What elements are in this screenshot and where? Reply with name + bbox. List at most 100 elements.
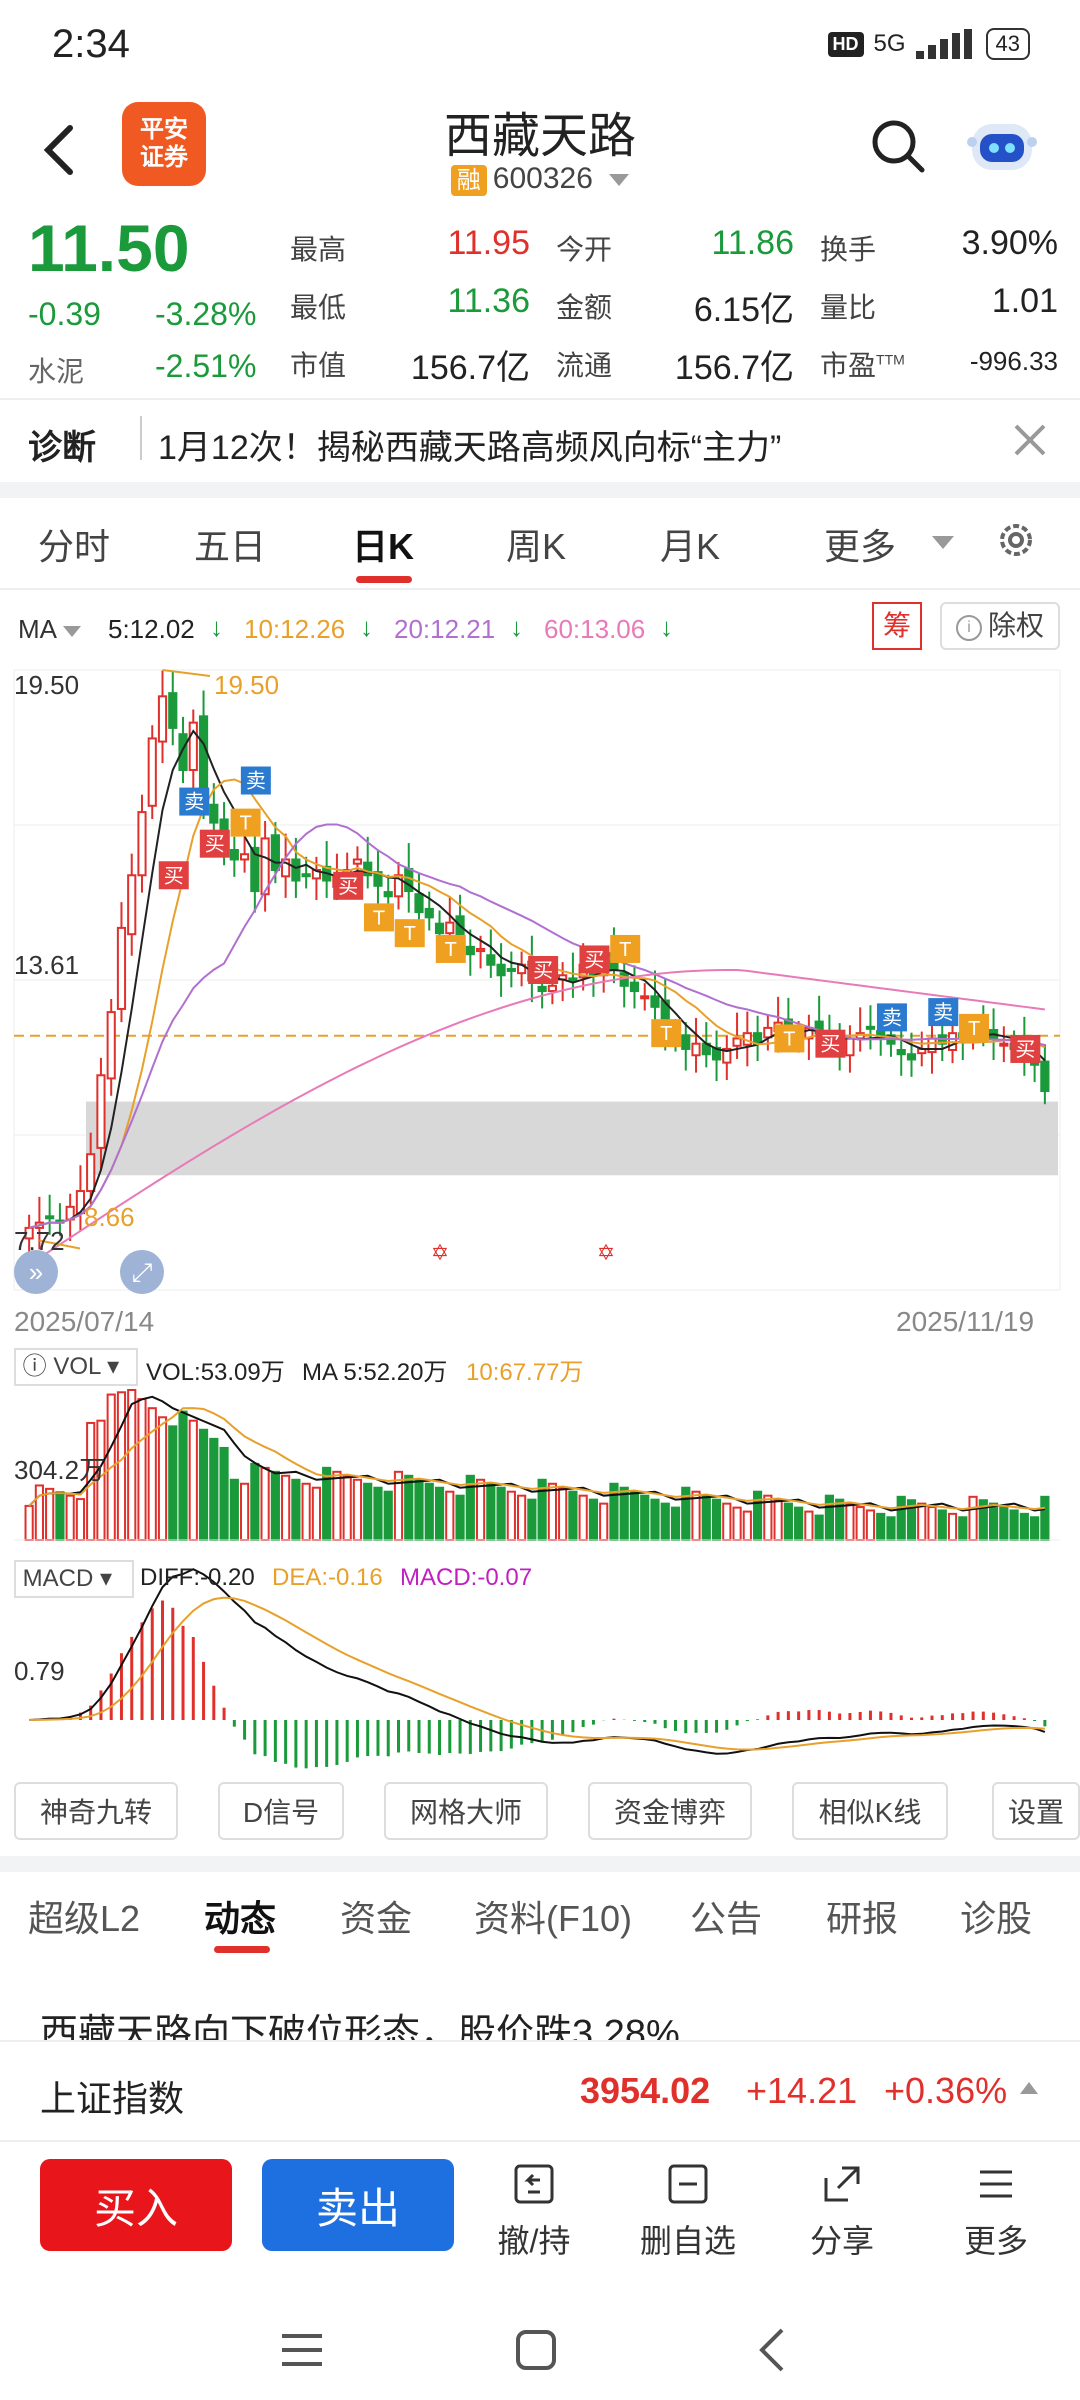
info-icon: ⓘ	[22, 1353, 47, 1380]
volume-bar	[383, 1490, 393, 1541]
expand-left-icon[interactable]: »	[14, 1250, 58, 1294]
back-icon[interactable]	[754, 2326, 790, 2374]
candle-body	[229, 849, 239, 861]
trade-marker-label: T	[373, 907, 385, 929]
volume-bar	[1019, 1512, 1029, 1542]
tab-more[interactable]: 更多	[824, 526, 897, 567]
volume-bar	[188, 1419, 198, 1542]
tab-timeshare[interactable]: 分时	[38, 526, 111, 567]
gear-icon[interactable]	[994, 518, 1038, 562]
tab-f10[interactable]: 资料(F10)	[474, 1898, 633, 1939]
trade-marker-box	[199, 829, 230, 858]
chip-distribution-button[interactable]: 筹	[872, 602, 922, 650]
kline-chart-area[interactable]: 卖买 T 卖买买 T T T 买买 T T T 买卖卖 T 买 ✡ ✡ 19.50 13.61 7.72 1…	[0, 660, 1080, 1769]
volume-bar	[34, 1484, 44, 1541]
volume-bar	[250, 1462, 260, 1542]
volume-bar	[886, 1516, 896, 1541]
more-button[interactable]: 更多	[936, 2160, 1056, 2262]
stat-value: 156.7亿	[410, 349, 530, 387]
diagnosis-banner[interactable]: 诊断 1月12次！揭秘西藏天路高频风向标“主力”	[0, 400, 1080, 480]
search-icon[interactable]	[870, 118, 926, 174]
tab-daily-k[interactable]: 日K	[352, 526, 414, 567]
home-icon[interactable]	[514, 2328, 558, 2372]
candle-body	[537, 985, 547, 993]
sector-name[interactable]: 水泥	[28, 356, 85, 387]
vol-selector[interactable]: ⓘ VOL ▾	[14, 1348, 138, 1386]
tab-five-day[interactable]: 五日	[194, 526, 267, 567]
price-change-pct: -3.28%	[155, 296, 257, 332]
volume-bar	[711, 1498, 722, 1542]
trade-marker-label: 买	[1015, 1039, 1035, 1061]
tab-news[interactable]: 动态	[204, 1898, 277, 1939]
back-arrow-icon[interactable]	[40, 120, 80, 180]
kline-chart[interactable]: 卖买T卖买 买TTT买买 TT T 买卖 卖T买✡ ✡	[0, 660, 1080, 1780]
down-arrow-icon: ↓	[210, 612, 223, 642]
vol-ma5: MA 5:52.20万	[302, 1359, 448, 1386]
tab-capital[interactable]: 资金	[340, 1898, 413, 1939]
candle-body	[434, 922, 445, 935]
stat-label: 最低	[290, 292, 347, 323]
tab-super-l2[interactable]: 超级L2	[28, 1898, 141, 1939]
network-label: 5G	[873, 30, 906, 57]
sell-button[interactable]: 卖出	[262, 2159, 454, 2251]
chevron-down-icon	[62, 625, 81, 637]
tab-announcements[interactable]: 公告	[690, 1898, 763, 1939]
remove-watchlist-button[interactable]: 删自选	[628, 2160, 748, 2262]
candle-body	[732, 1037, 742, 1047]
index-value: 3954.02	[580, 2070, 711, 2111]
volume-bar	[660, 1502, 670, 1541]
trade-marker-label: 买	[338, 876, 358, 898]
tool-capital-game[interactable]: 资金博弈	[588, 1782, 752, 1840]
tool-similar-kline[interactable]: 相似K线	[792, 1782, 948, 1840]
candle-body	[270, 834, 280, 871]
tab-weekly-k[interactable]: 周K	[506, 526, 567, 567]
fullscreen-icon[interactable]: ⤢	[120, 1250, 164, 1294]
ex-rights-button[interactable]: i 除权	[940, 602, 1060, 650]
close-icon[interactable]	[1012, 422, 1048, 458]
macd-label: MACD	[22, 1565, 94, 1592]
stock-code-line[interactable]: 融 600326	[0, 160, 1080, 196]
candle-body	[24, 1226, 34, 1240]
volume-bar	[434, 1486, 445, 1542]
volume-bar	[701, 1494, 711, 1542]
ma-selector[interactable]: MA	[18, 614, 81, 645]
divider	[0, 588, 1080, 590]
tab-monthly-k[interactable]: 月K	[660, 526, 721, 567]
share-button[interactable]: 分享	[782, 2160, 902, 2262]
candle-body	[45, 1215, 55, 1220]
menu-icon[interactable]	[280, 2330, 324, 2370]
tool-grid-master[interactable]: 网格大师	[384, 1782, 548, 1840]
trade-marker-box	[394, 919, 425, 948]
volume-bar	[629, 1490, 640, 1541]
index-bar[interactable]: 上证指数 3954.02 +14.21 +0.36%	[0, 2040, 1080, 2142]
cancel-hold-label: 撤/持	[497, 2223, 571, 2259]
active-tab-indicator	[356, 576, 412, 583]
volume-bar	[640, 1494, 650, 1542]
volume-bar	[363, 1482, 373, 1541]
news-headline-peek[interactable]: 西藏天路向下破位形态，股价跌3.28%	[40, 2008, 680, 2040]
tool-magic-nine[interactable]: 神奇九转	[14, 1782, 178, 1840]
trade-marker-box	[240, 766, 271, 795]
max-price-label: 19.50	[214, 670, 280, 700]
candle-body	[188, 721, 198, 771]
index-name: 上证指数	[40, 2078, 185, 2119]
tab-research[interactable]: 研报	[826, 1898, 899, 1939]
tool-d-signal[interactable]: D信号	[218, 1782, 344, 1840]
tool-settings[interactable]: 设置	[992, 1782, 1080, 1840]
volume-bar	[824, 1494, 835, 1542]
tab-diagnose[interactable]: 诊股	[960, 1898, 1033, 1939]
volume-bar	[773, 1498, 783, 1542]
candle-body	[147, 737, 157, 807]
volume-bar	[814, 1514, 824, 1541]
volume-bar	[116, 1391, 127, 1541]
trade-marker-box	[610, 934, 641, 963]
cancel-hold-button[interactable]: 撤/持	[474, 2160, 594, 2262]
status-bar: 2:34 HD 5G 43	[0, 0, 1080, 90]
robot-assistant-icon[interactable]	[966, 112, 1038, 178]
buy-button[interactable]: 买入	[40, 2159, 232, 2251]
stat-value: 11.95	[447, 224, 530, 262]
macd-selector[interactable]: MACD ▾	[14, 1560, 134, 1598]
volume-bar	[342, 1474, 352, 1542]
candle-body	[896, 1049, 906, 1056]
trade-marker-label: 买	[820, 1034, 840, 1056]
